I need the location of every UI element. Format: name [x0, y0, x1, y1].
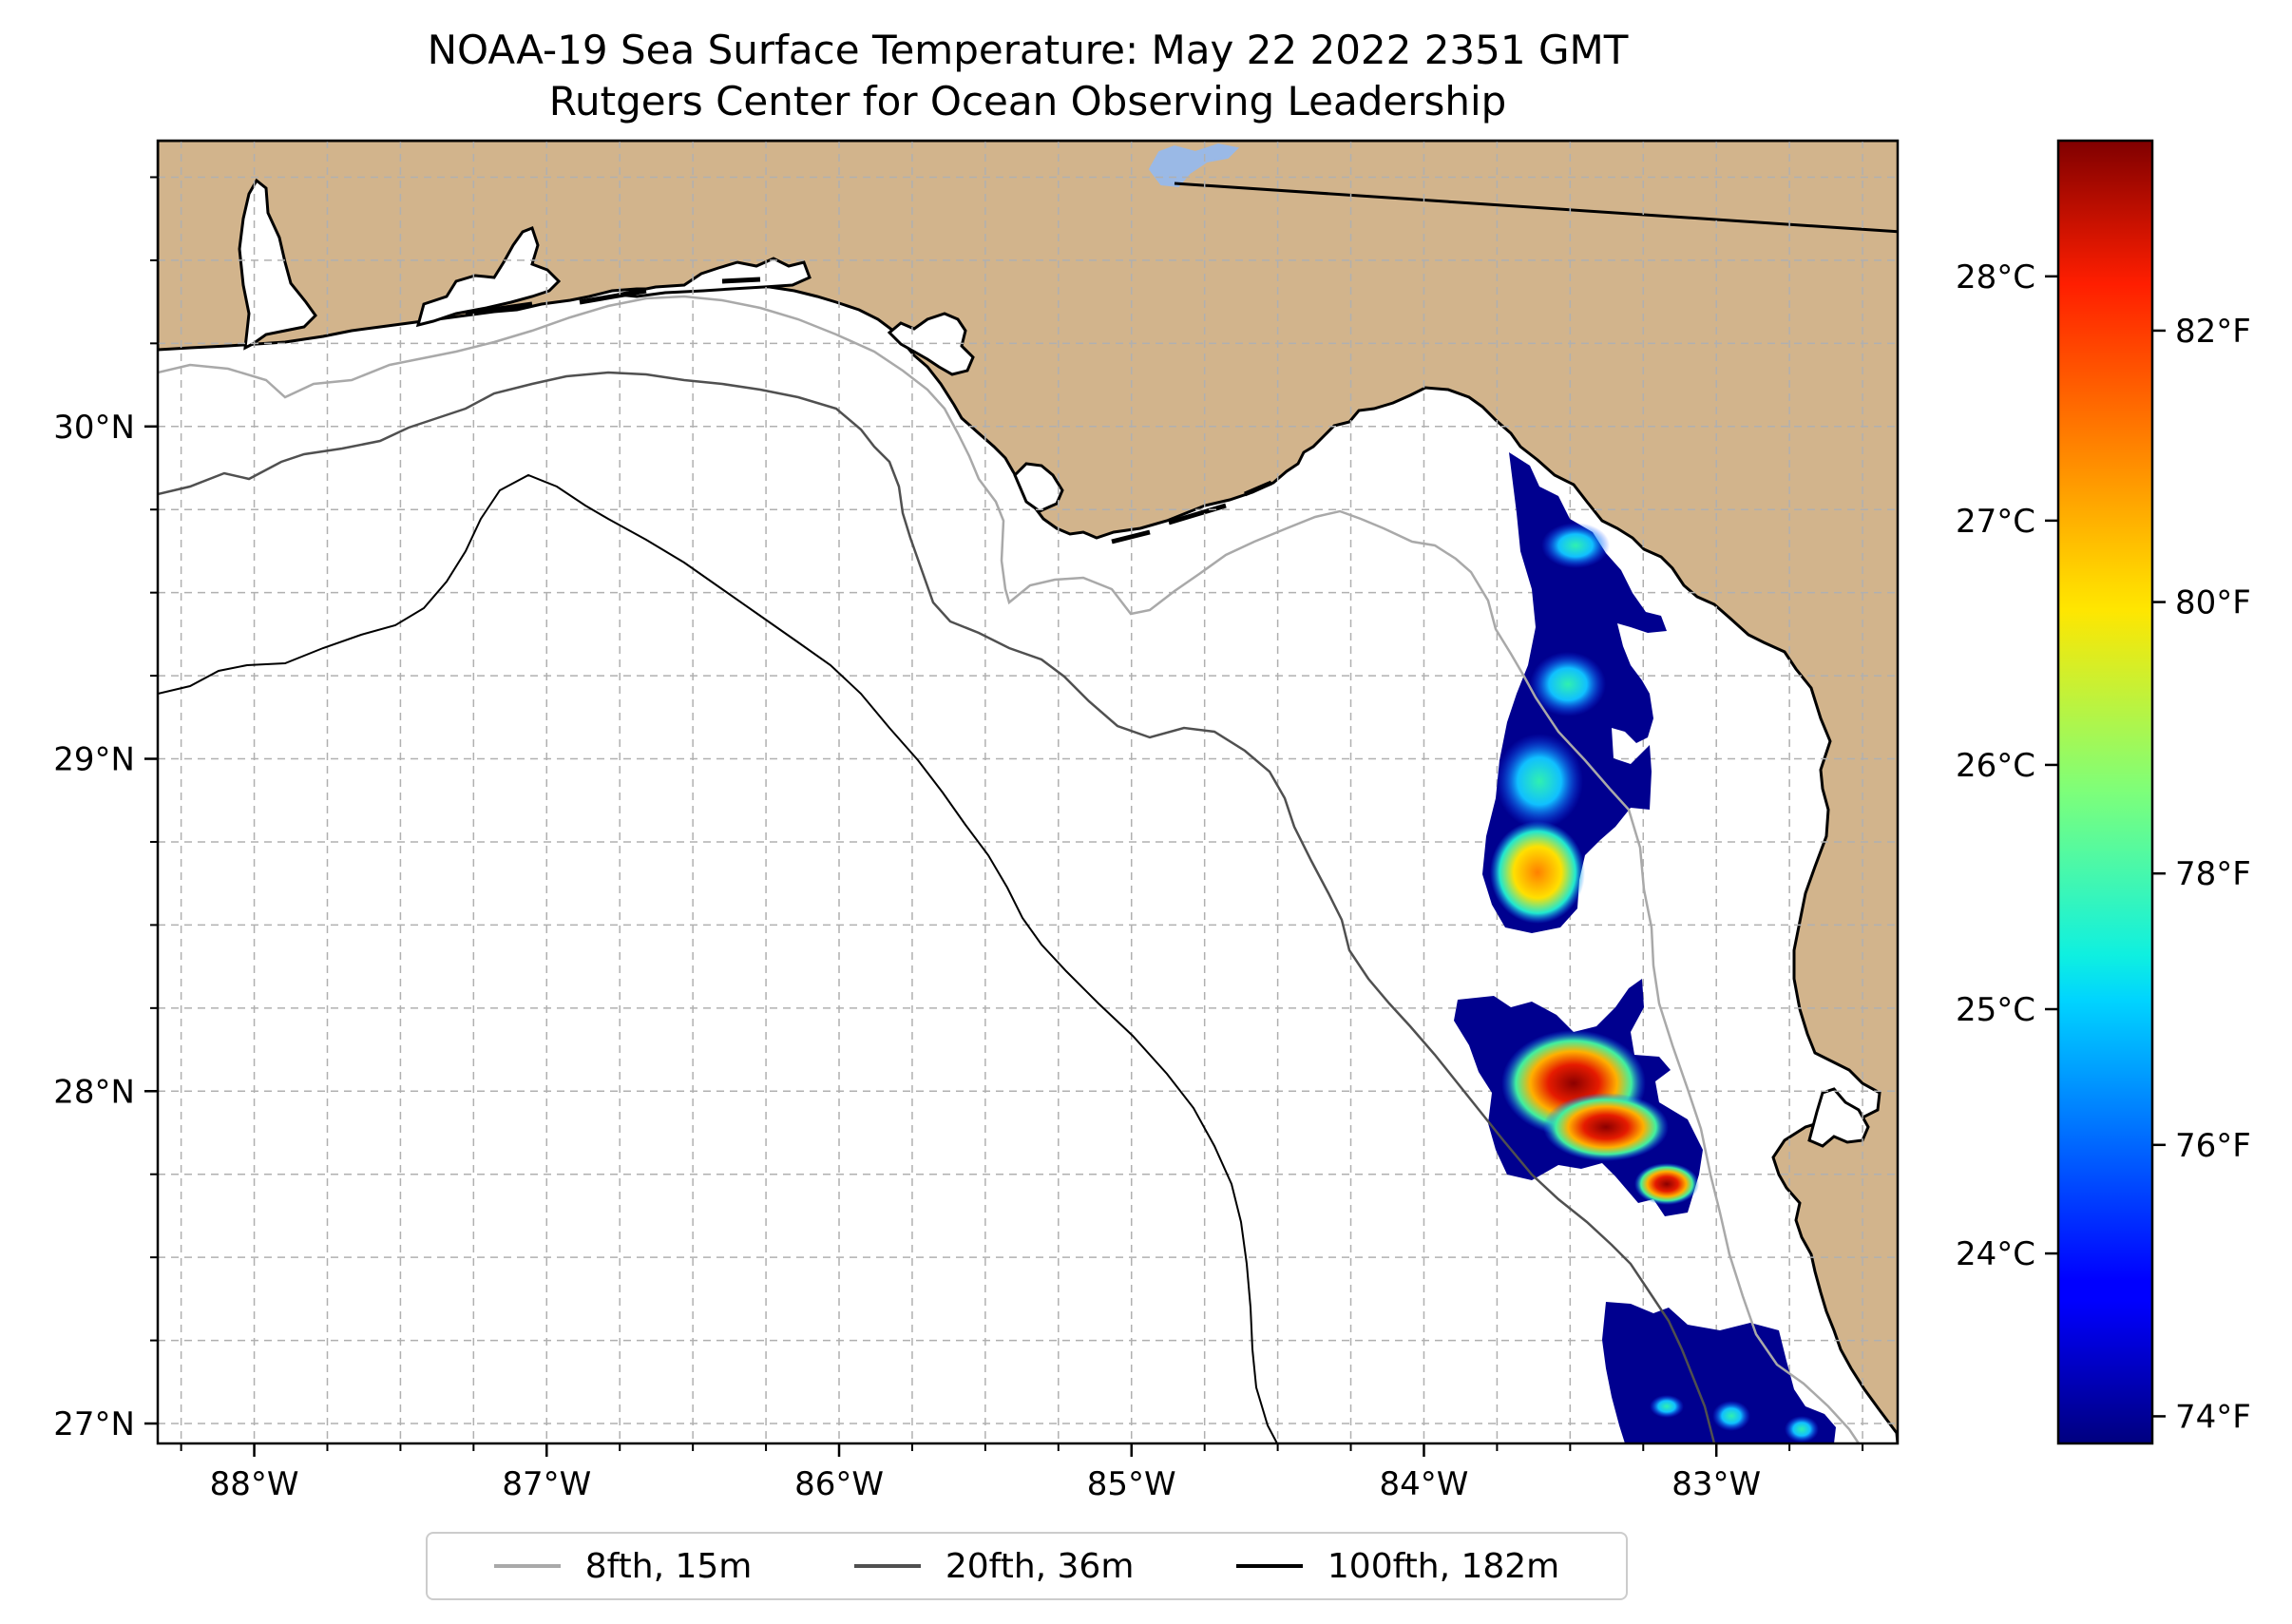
sst-data — [1454, 452, 1836, 1443]
state-boundary — [1174, 182, 1898, 234]
sst-spot-cool-1 — [1541, 523, 1610, 568]
legend-entry: 20fth, 36m — [853, 1546, 1135, 1586]
lat-tick-label: 29°N — [53, 741, 135, 779]
sst-spot-warm-1 — [1490, 821, 1585, 924]
legend-label: 20fth, 36m — [945, 1546, 1135, 1586]
lon-tick-label: 84°W — [1380, 1465, 1469, 1503]
colorbar — [2056, 139, 2154, 1445]
sst-spot-cool-5 — [1785, 1416, 1819, 1442]
legend-entry: 100fth, 182m — [1235, 1546, 1560, 1586]
lon-tick-label: 83°W — [1671, 1465, 1761, 1503]
lon-tick-label: 88°W — [210, 1465, 299, 1503]
colorbar-f-label: 80°F — [2175, 584, 2251, 622]
sst-spot-hot-2 — [1543, 1093, 1669, 1161]
lat-tick-label: 27°N — [53, 1405, 135, 1443]
sst-spot-cool-2 — [1530, 652, 1606, 716]
barrier-islands — [465, 277, 1272, 545]
colorbar-f-label: 74°F — [2175, 1398, 2251, 1436]
choctawhatchee-bay — [617, 257, 812, 298]
tampa-bay — [1807, 1087, 1870, 1148]
isobath-20fth — [158, 371, 1716, 1443]
isobath-8fth — [158, 295, 1861, 1443]
map-subtitle: Rutgers Center for Ocean Observing Leade… — [548, 78, 1507, 124]
colorbar-f-label: 76°F — [2175, 1127, 2251, 1165]
sst-spot-cool-4 — [1712, 1401, 1750, 1431]
lon-tick-label: 86°W — [794, 1465, 884, 1503]
apalachicola-bay — [1013, 462, 1064, 513]
pensacola-bay — [415, 226, 562, 328]
colorbar-c-label: 26°C — [1956, 747, 2035, 785]
lake — [1148, 143, 1240, 188]
lat-tick-label: 30°N — [53, 409, 135, 447]
colorbar-axes: 74°F 76°F 78°F 80°F 82°F 24°C 25°C 26°C 27°C 28°C — [1956, 258, 2251, 1437]
colorbar-c-label: 27°C — [1956, 503, 2035, 541]
legend: 8fth, 15m 20fth, 36m 100fth, 182m — [426, 1532, 1628, 1600]
map-frame — [156, 139, 1900, 1445]
map-title: NOAA-19 Sea Surface Temperature: May 22 … — [427, 27, 1629, 73]
legend-line-swatch — [1235, 1564, 1303, 1568]
sst-spot-cool-6 — [1650, 1395, 1684, 1418]
isobath-100fth — [158, 473, 1278, 1443]
lat-tick-label: 28°N — [53, 1073, 135, 1111]
colorbar-c-label: 24°C — [1956, 1235, 2035, 1273]
colorbar-c-label: 28°C — [1956, 258, 2035, 296]
legend-label: 100fth, 182m — [1327, 1546, 1560, 1586]
legend-line-swatch — [493, 1564, 561, 1568]
legend-entry: 8fth, 15m — [493, 1546, 753, 1586]
legend-label: 8fth, 15m — [584, 1546, 753, 1586]
sst-spot-hot-3 — [1634, 1163, 1699, 1205]
colorbar-f-label: 78°F — [2175, 855, 2251, 893]
colorbar-c-label: 25°C — [1956, 991, 2035, 1029]
mobile-bay — [238, 178, 317, 351]
colorbar-f-label: 82°F — [2175, 313, 2251, 351]
sst-spot-cool-3 — [1496, 734, 1583, 829]
lon-tick-label: 87°W — [502, 1465, 591, 1503]
lon-tick-label: 85°W — [1087, 1465, 1176, 1503]
gridlines — [158, 141, 1898, 1443]
legend-line-swatch — [853, 1564, 921, 1568]
map-axes: 88°W 87°W 86°W 85°W 84°W 83°W 27°N 28°N 29°N 30°N — [53, 176, 1864, 1503]
